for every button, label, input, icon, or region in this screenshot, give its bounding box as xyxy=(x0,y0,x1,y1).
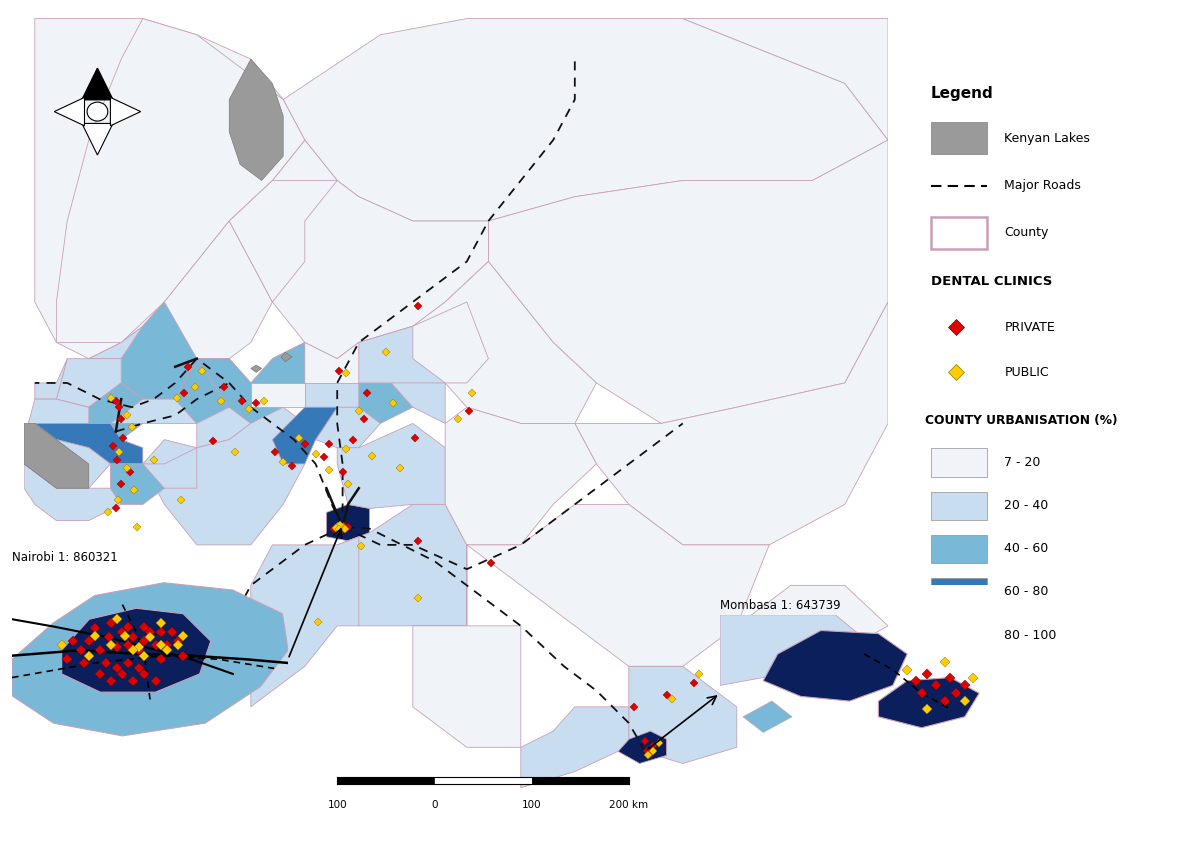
Text: DENTAL CLINICS: DENTAL CLINICS xyxy=(931,275,1052,288)
Text: 40 - 60: 40 - 60 xyxy=(1004,543,1049,555)
Text: PUBLIC: PUBLIC xyxy=(1004,365,1049,379)
Polygon shape xyxy=(326,505,370,541)
Polygon shape xyxy=(618,731,667,763)
Bar xyxy=(931,621,988,650)
Bar xyxy=(434,778,532,784)
Polygon shape xyxy=(488,140,888,423)
Polygon shape xyxy=(251,383,305,407)
Bar xyxy=(931,577,988,606)
Polygon shape xyxy=(251,537,359,707)
Polygon shape xyxy=(283,19,888,221)
Text: 0: 0 xyxy=(431,800,438,810)
Text: 80 - 100: 80 - 100 xyxy=(1004,628,1057,642)
Polygon shape xyxy=(763,631,907,701)
Polygon shape xyxy=(683,19,888,140)
Polygon shape xyxy=(110,464,164,505)
Polygon shape xyxy=(197,383,251,448)
Polygon shape xyxy=(272,407,337,464)
Polygon shape xyxy=(82,68,113,100)
Bar xyxy=(931,122,988,154)
Text: PRIVATE: PRIVATE xyxy=(1004,321,1055,334)
Polygon shape xyxy=(24,399,89,439)
Polygon shape xyxy=(413,626,521,747)
Bar xyxy=(931,449,988,477)
Polygon shape xyxy=(89,383,197,423)
Polygon shape xyxy=(737,585,888,650)
Polygon shape xyxy=(12,583,288,736)
Polygon shape xyxy=(121,302,197,399)
Polygon shape xyxy=(413,505,769,667)
Text: 60 - 80: 60 - 80 xyxy=(1004,585,1049,599)
Polygon shape xyxy=(229,59,283,181)
Polygon shape xyxy=(743,701,792,733)
Polygon shape xyxy=(56,359,121,407)
Polygon shape xyxy=(164,221,272,359)
Polygon shape xyxy=(24,423,110,488)
Polygon shape xyxy=(316,407,380,448)
Polygon shape xyxy=(56,19,305,343)
Polygon shape xyxy=(35,359,67,399)
Polygon shape xyxy=(413,261,596,423)
Polygon shape xyxy=(35,19,305,359)
Polygon shape xyxy=(445,407,596,545)
Polygon shape xyxy=(575,302,888,545)
Polygon shape xyxy=(391,383,445,423)
Polygon shape xyxy=(272,326,413,407)
Bar xyxy=(931,492,988,520)
Polygon shape xyxy=(251,140,488,359)
Text: 7 - 20: 7 - 20 xyxy=(1004,456,1040,469)
Bar xyxy=(931,534,988,563)
Text: Kenyan Lakes: Kenyan Lakes xyxy=(1004,131,1090,145)
Polygon shape xyxy=(305,383,359,407)
Polygon shape xyxy=(251,365,262,372)
Text: COUNTY URBANISATION (%): COUNTY URBANISATION (%) xyxy=(925,414,1118,427)
Polygon shape xyxy=(197,343,305,423)
Polygon shape xyxy=(359,326,445,407)
Text: Mombasa 1: 643739: Mombasa 1: 643739 xyxy=(720,600,841,612)
Polygon shape xyxy=(24,464,121,521)
Polygon shape xyxy=(229,181,337,302)
Polygon shape xyxy=(56,383,143,423)
Circle shape xyxy=(88,102,108,121)
Polygon shape xyxy=(89,302,164,359)
Bar xyxy=(532,778,629,784)
Polygon shape xyxy=(143,448,197,488)
Polygon shape xyxy=(89,423,143,439)
Polygon shape xyxy=(720,615,864,685)
Polygon shape xyxy=(337,423,445,509)
Text: Major Roads: Major Roads xyxy=(1004,179,1081,192)
Polygon shape xyxy=(61,608,211,692)
Polygon shape xyxy=(281,352,292,362)
Polygon shape xyxy=(35,423,143,464)
Polygon shape xyxy=(413,302,488,383)
Text: Nairobi 1: 860321: Nairobi 1: 860321 xyxy=(12,551,118,564)
Bar xyxy=(337,778,434,784)
Bar xyxy=(931,217,988,248)
Polygon shape xyxy=(110,98,140,126)
Polygon shape xyxy=(54,98,84,126)
Polygon shape xyxy=(82,124,113,155)
Text: 200 km: 200 km xyxy=(610,800,648,810)
Text: County: County xyxy=(1004,226,1049,239)
Text: 20 - 40: 20 - 40 xyxy=(1004,499,1049,512)
Polygon shape xyxy=(521,707,629,788)
Text: 100: 100 xyxy=(328,800,347,810)
Polygon shape xyxy=(175,359,251,423)
Polygon shape xyxy=(878,678,979,728)
Polygon shape xyxy=(24,423,89,488)
Text: 100: 100 xyxy=(522,800,541,810)
Polygon shape xyxy=(337,505,467,626)
Text: Legend: Legend xyxy=(931,86,994,101)
Polygon shape xyxy=(143,407,305,545)
Polygon shape xyxy=(359,383,413,423)
Polygon shape xyxy=(629,667,737,763)
